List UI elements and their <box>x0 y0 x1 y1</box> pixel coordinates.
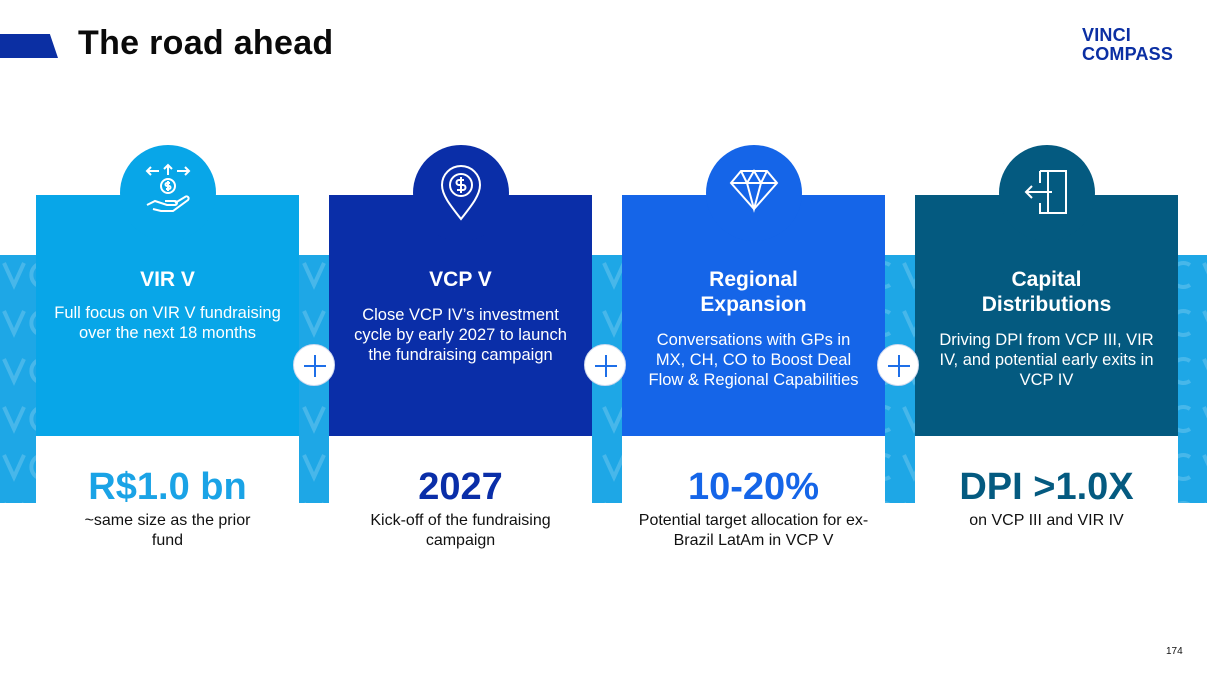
card-metric: DPI >1.0X <box>959 466 1134 508</box>
card-metric-description: ~same size as the prior fund <box>84 512 251 549</box>
card-title: Regional Expansion <box>700 268 807 316</box>
card-title: VIR V <box>140 268 195 291</box>
card-metric-description: Potential target allocation for ex-Brazi… <box>638 512 869 549</box>
card-description: Full focus on VIR V fundraising over the… <box>54 304 281 342</box>
logo-line-2: COMPASS <box>1082 44 1174 64</box>
plus-icon <box>293 344 335 386</box>
card-vir-v: VIR V Full focus on VIR V fundraising ov… <box>36 195 299 436</box>
vinci-compass-logo: VINCI COMPASS <box>1082 26 1173 64</box>
card-icon-circle <box>120 145 216 241</box>
page-number: 174 <box>1166 646 1183 657</box>
card-title: VCP V <box>429 268 492 291</box>
diamond-icon <box>729 169 779 213</box>
card-metric: R$1.0 bn <box>88 466 247 508</box>
plus-icon <box>584 344 626 386</box>
card-metric-area <box>915 436 1178 504</box>
title-accent-bar <box>0 34 58 58</box>
card-title: Capital Distributions <box>981 268 1112 316</box>
card-metric-area <box>622 436 885 504</box>
logo-line-1: VINCI <box>1082 25 1132 45</box>
card-icon-circle <box>413 145 509 241</box>
card-description: Close VCP IV’s investment cycle by early… <box>354 306 567 364</box>
dollar-pin-icon <box>440 165 482 221</box>
page-title: The road ahead <box>78 24 334 62</box>
card-metric-area <box>329 436 592 504</box>
money-hand-icon <box>145 163 191 212</box>
card-description: Conversations with GPs in MX, CH, CO to … <box>648 331 859 389</box>
exit-door-icon <box>1024 170 1067 214</box>
card-icon-circle <box>706 145 802 241</box>
card-metric-area <box>36 436 299 504</box>
card-description: Driving DPI from VCP III, VIR IV, and po… <box>939 331 1154 389</box>
card-icon-circle <box>999 145 1095 241</box>
card-metric: 2027 <box>418 466 503 508</box>
card-metric: 10-20% <box>688 466 819 508</box>
plus-icon <box>877 344 919 386</box>
card-metric-description: on VCP III and VIR IV <box>969 512 1124 529</box>
card-metric-description: Kick-off of the fundraising campaign <box>370 512 551 549</box>
